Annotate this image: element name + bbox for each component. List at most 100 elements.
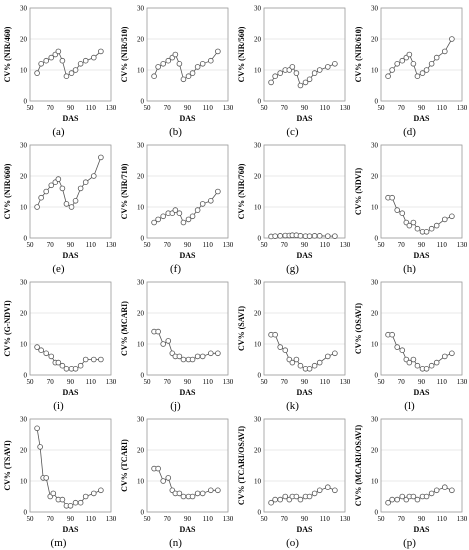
data-point [272,496,278,503]
x-tick-label: 70 [164,515,172,523]
panel-caption: (g) [286,263,299,275]
y-tick-label: 0 [141,97,145,105]
data-point [155,465,161,472]
data-point [268,499,274,506]
y-axis-label: CV% (NIR/460) [3,26,12,82]
data-point [389,194,395,201]
x-tick-label: 70 [398,241,406,249]
data-point [441,484,448,490]
data-point [194,207,201,213]
x-tick-label: 90 [418,378,426,386]
plot-frame [263,418,346,513]
data-point [189,356,196,363]
data-point [324,233,331,239]
plot-frame [380,7,463,102]
data-point [37,444,43,450]
data-point [98,487,104,494]
data-point [176,490,183,497]
x-tick-label: 50 [144,104,152,112]
x-tick-label: 110 [203,515,214,523]
data-point [194,64,201,70]
data-point [90,173,97,179]
plot-frame [29,281,112,376]
x-tick-label: 90 [418,241,426,249]
x-axis-label: DAS [296,388,313,397]
x-tick-label: 50 [261,241,269,249]
chart-panel: 0 10 20 30 50 70 90 110 130 CV% (SAVI) DAS (k) [234,276,351,413]
data-point [185,73,192,79]
data-point [414,362,421,369]
series-line [36,346,101,370]
x-axis-label: DAS [296,251,313,260]
data-point [155,328,161,335]
data-point [59,57,66,64]
panel-caption: (i) [53,400,64,412]
y-tick-label: 30 [254,4,262,12]
x-tick-label: 50 [27,104,35,112]
plot-frame [146,281,229,376]
data-point [306,366,313,372]
y-axis-label: CV% (NIR/560) [237,26,246,82]
data-point [194,353,201,360]
x-axis-label: DAS [296,525,313,534]
data-point [293,493,300,500]
data-point [180,219,187,226]
data-point [399,493,406,500]
x-tick-label: 70 [47,241,55,249]
data-point [194,490,201,497]
panel-caption: (j) [170,400,181,412]
data-point [63,201,70,207]
y-axis-label: CV% (G-NDVI) [3,300,12,357]
y-tick-label: 0 [375,234,379,242]
plot-frame [263,144,346,239]
data-point [268,79,274,86]
x-tick-label: 50 [261,515,269,523]
y-axis-label: CV% (NDVI) [354,168,363,216]
data-point [160,213,166,220]
y-tick-label: 10 [20,477,28,485]
data-point [316,67,323,73]
x-tick-label: 90 [301,241,309,249]
data-point [82,356,89,363]
x-tick-label: 110 [203,104,214,112]
data-point [394,207,400,213]
y-tick-label: 10 [254,66,262,74]
x-tick-label: 70 [398,515,406,523]
x-tick-label: 70 [47,515,55,523]
data-point [77,362,84,369]
data-point [34,204,40,210]
plot-frame [263,281,346,376]
y-tick-label: 0 [141,371,145,379]
data-point [316,233,323,239]
x-axis-label: DAS [62,251,79,260]
chart-svg: 0 10 20 30 50 70 90 110 130 CV% (NIR/560) DAS (c) [237,4,351,138]
y-axis-label: CV% (NIR/660) [3,163,12,219]
data-point [185,216,192,223]
panel-caption: (n) [169,537,182,549]
x-tick-label: 90 [301,515,309,523]
data-point [289,64,296,70]
x-tick-label: 90 [184,378,192,386]
x-tick-label: 90 [184,241,192,249]
y-tick-label: 30 [137,415,145,423]
y-tick-label: 20 [20,35,28,43]
y-tick-label: 10 [254,203,262,211]
data-point [410,356,417,363]
data-point [165,338,172,344]
data-point [316,359,323,366]
x-tick-label: 110 [437,378,448,386]
data-point [176,353,183,360]
x-tick-label: 90 [67,515,75,523]
chart-svg: 0 10 20 30 50 70 90 110 130 CV% (NDVI) DAS (h) [354,141,468,275]
data-point [332,487,338,494]
x-tick-label: 130 [340,241,351,249]
chart-svg: 0 10 20 30 50 70 90 110 130 CV% (SAVI) DAS (k) [237,278,351,412]
y-tick-label: 10 [20,66,28,74]
chart-svg: 0 10 20 30 50 70 90 110 130 CV% (MCARI/OSAVI) DAS (… [354,415,468,549]
data-point [77,185,84,192]
x-tick-label: 90 [301,104,309,112]
data-point [406,222,413,229]
y-tick-label: 0 [24,97,28,105]
x-axis-label: DAS [62,388,79,397]
x-tick-label: 130 [106,104,117,112]
